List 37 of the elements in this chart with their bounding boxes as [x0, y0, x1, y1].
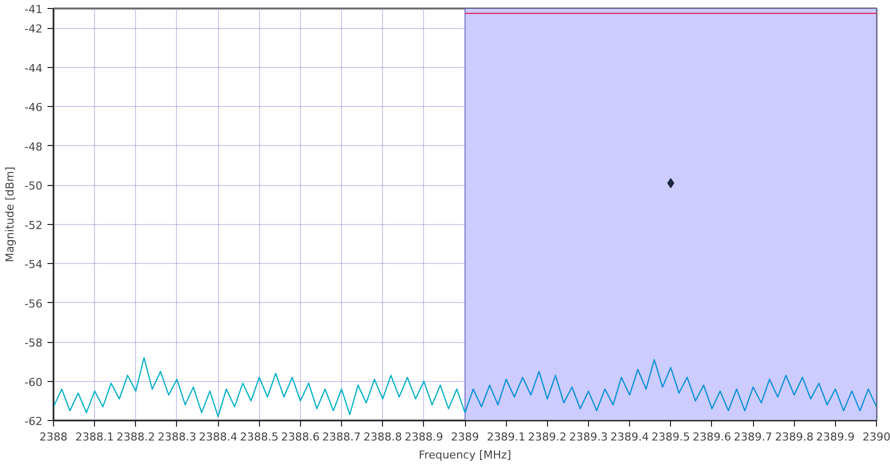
line-series [54, 357, 466, 418]
x-tick-label: 2388.7 [322, 430, 361, 444]
x-tick-label: 2388.2 [116, 430, 156, 444]
x-tick-label: 2389.6 [692, 430, 732, 444]
x-tick-label: 2389.2 [528, 430, 567, 444]
x-tick-label: 2388.6 [281, 430, 320, 444]
y-tick-label: -48 [24, 140, 42, 154]
y-tick-label: -60 [24, 376, 42, 389]
x-tick-label: 2390 [862, 430, 890, 444]
x-tick-label: 2389.7 [734, 430, 772, 444]
x-axis-title: Frequency [MHz] [418, 448, 512, 462]
y-tick-label: -56 [24, 297, 42, 310]
y-tick-label: -54 [24, 258, 42, 272]
x-tick-label: 2388.8 [363, 430, 402, 444]
y-tick-label: -58 [24, 336, 42, 350]
x-tick-label: 2389.1 [486, 430, 526, 444]
line-series [464, 359, 876, 414]
y-tick-label: -50 [24, 180, 42, 193]
x-tick-label: 2388.4 [198, 430, 238, 444]
x-tick-label: 2388.5 [240, 430, 279, 444]
x-tick-label: 2389.3 [569, 430, 608, 444]
x-tick-label: 2388.9 [404, 430, 444, 444]
x-tick-label: 2389.9 [816, 430, 855, 444]
y-tick-label: -44 [24, 62, 42, 75]
x-tick-label: 2389.4 [610, 430, 649, 444]
x-tick-label: 2389.8 [774, 430, 814, 444]
y-tick-label: -62 [24, 415, 42, 428]
y-tick-label: -52 [24, 218, 42, 232]
x-tick-label: 2389.5 [652, 430, 690, 444]
x-tick-label: 2389 [451, 430, 480, 444]
x-tick-label: 2388.3 [158, 430, 196, 444]
x-tick-label: 2388 [40, 430, 68, 444]
y-tick-label: -46 [24, 101, 42, 114]
y-tick-label: -42 [24, 22, 42, 36]
y-axis-title: Magnitude [dBm] [4, 166, 17, 262]
x-tick-label: 2388.1 [75, 430, 114, 444]
y-tick-label: -41 [24, 3, 42, 16]
